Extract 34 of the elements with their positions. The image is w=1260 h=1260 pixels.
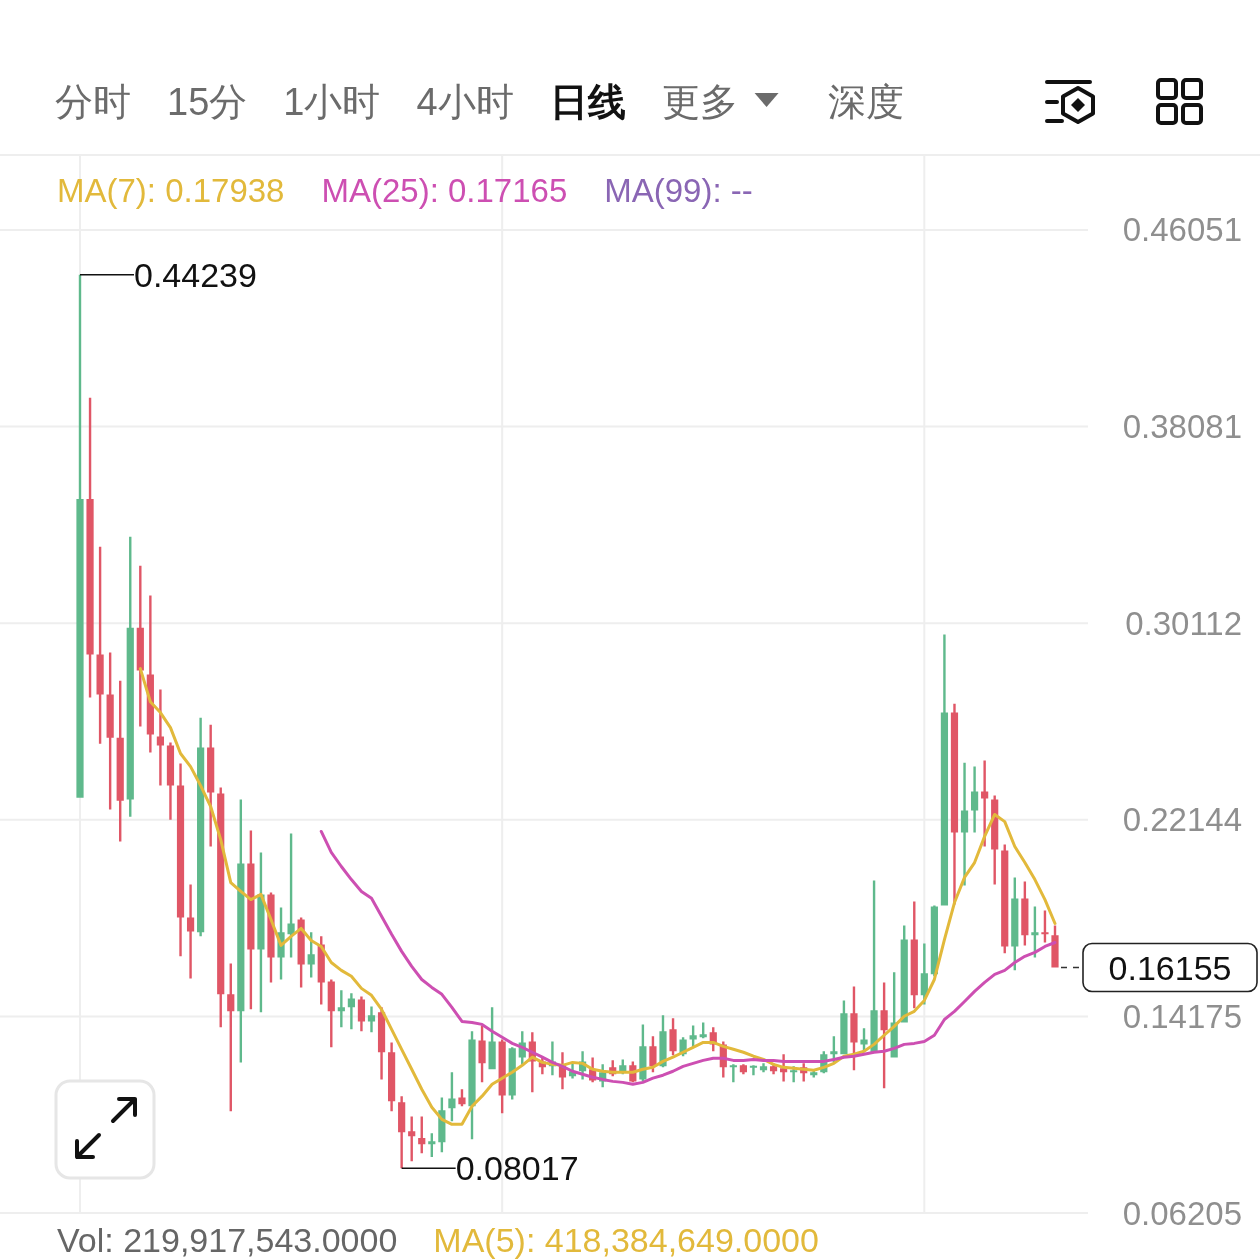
text: 分时: [55, 81, 131, 123]
candlestick: [347, 993, 355, 1030]
legend-label: MA(99): --: [604, 171, 753, 209]
text: Vol: 219,917,543.0000: [57, 1221, 398, 1259]
annotation: 0.08017: [455, 1149, 579, 1188]
line-series: [319, 829, 1057, 1086]
text: MA(25): 0.17165: [321, 171, 568, 209]
y-tick-label: 0.06205: [1122, 1194, 1242, 1232]
candlestick: [136, 565, 144, 727]
text: 15分: [167, 81, 248, 123]
candlestick: [729, 1064, 737, 1083]
text: MA(5): 418,384,649.0000: [433, 1221, 819, 1259]
y-tick-label: 0.38081: [1122, 408, 1242, 446]
text: 4小时: [416, 81, 514, 123]
candlestick: [960, 762, 969, 886]
candlestick: [970, 766, 979, 833]
text: 日线: [549, 81, 626, 123]
text: 深度: [827, 81, 904, 123]
y-tick-label: 0.22144: [1122, 801, 1242, 839]
y-tick-label: 0.46051: [1122, 211, 1242, 249]
text: 1小时: [283, 81, 381, 123]
candlestick: [981, 760, 989, 847]
y-tick-label: 0.30112: [1125, 604, 1242, 642]
candlestick: [186, 884, 195, 979]
candlestick: [749, 1065, 758, 1076]
candlestick: [156, 689, 165, 786]
y-tick-label: 0.14175: [1122, 997, 1242, 1035]
text: MA(7): 0.17938: [57, 171, 285, 209]
line-series: [138, 667, 1057, 1126]
candlestick: [337, 990, 345, 1028]
text: 更多: [661, 81, 738, 123]
annotation: 0.44239: [134, 255, 257, 294]
candlestick: [367, 1006, 376, 1033]
ref-line-label: 0.16155: [1108, 948, 1232, 987]
